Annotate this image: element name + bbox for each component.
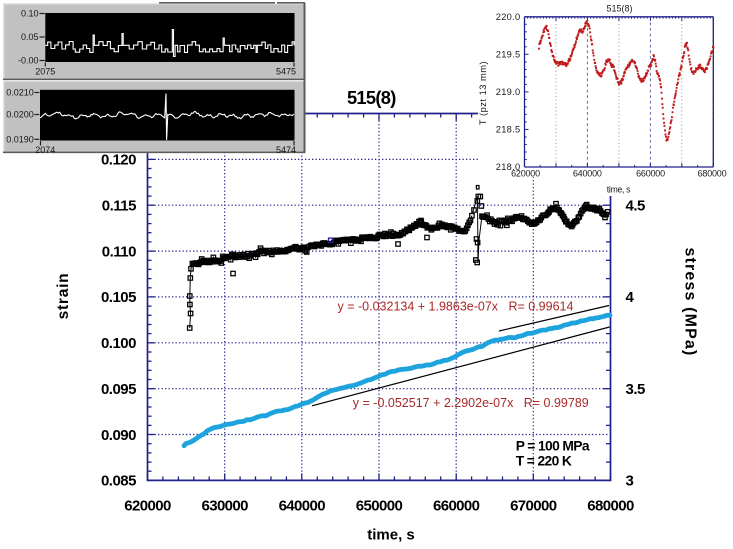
svg-text:0.120: 0.120 <box>101 152 136 169</box>
svg-text:670000: 670000 <box>510 498 557 515</box>
svg-text:5475: 5475 <box>276 67 296 77</box>
svg-text:680000: 680000 <box>587 498 634 515</box>
svg-text:0.105: 0.105 <box>101 289 136 306</box>
svg-text:strain: strain <box>55 273 72 320</box>
svg-text:0.0190: 0.0190 <box>6 134 34 144</box>
svg-text:219.5: 219.5 <box>496 50 521 60</box>
svg-text:0.100: 0.100 <box>101 335 136 352</box>
svg-text:515(8): 515(8) <box>606 4 632 14</box>
svg-text:515(8): 515(8) <box>347 87 396 108</box>
svg-text:218.5: 218.5 <box>496 125 521 135</box>
svg-text:0.085: 0.085 <box>101 473 136 490</box>
svg-text:620000: 620000 <box>124 498 171 515</box>
svg-text:620000: 620000 <box>511 169 540 179</box>
svg-text:640000: 640000 <box>279 498 326 515</box>
svg-text:stress (MPa): stress (MPa) <box>682 248 699 357</box>
svg-text:0.095: 0.095 <box>101 381 136 398</box>
svg-text:time, s: time, s <box>367 527 415 544</box>
svg-text:0.10: 0.10 <box>21 9 39 19</box>
svg-text:680000: 680000 <box>698 169 727 179</box>
svg-text:219.0: 219.0 <box>496 87 521 97</box>
svg-text:640000: 640000 <box>573 169 602 179</box>
svg-text:P = 100 MPa: P = 100 MPa <box>516 438 590 453</box>
svg-text:5474: 5474 <box>276 145 296 155</box>
svg-text:T (pzt 13 mm): T (pzt 13 mm) <box>478 61 488 125</box>
svg-text:3.5: 3.5 <box>626 381 646 398</box>
svg-text:630000: 630000 <box>201 498 248 515</box>
svg-text:0.0200: 0.0200 <box>6 110 34 120</box>
svg-text:650000: 650000 <box>356 498 403 515</box>
svg-text:220.0: 220.0 <box>496 12 521 22</box>
svg-text:2075: 2075 <box>35 67 55 77</box>
svg-text:y = -0.052517 + 2.2902e-07x: y = -0.052517 + 2.2902e-07x R= 0.99789 <box>353 396 589 410</box>
svg-text:0.115: 0.115 <box>102 198 136 215</box>
svg-text:4: 4 <box>626 289 635 306</box>
svg-text:y = -0.032134 + 1.9863e-07x: y = -0.032134 + 1.9863e-07x R= 0.99614 <box>338 300 574 314</box>
svg-text:660000: 660000 <box>636 169 665 179</box>
svg-text:3: 3 <box>626 473 634 490</box>
svg-text:T = 220 K: T = 220 K <box>516 453 572 468</box>
svg-text:660000: 660000 <box>433 498 480 515</box>
svg-text:0.090: 0.090 <box>101 427 136 444</box>
svg-text:0.110: 0.110 <box>102 243 136 260</box>
svg-text:2074: 2074 <box>35 145 55 155</box>
svg-text:0.05: 0.05 <box>21 32 39 42</box>
svg-text:0.0210: 0.0210 <box>6 88 34 98</box>
svg-text:time, s: time, s <box>607 185 631 195</box>
svg-text:218.0: 218.0 <box>496 162 521 172</box>
svg-text:-0.00: -0.00 <box>18 56 39 66</box>
svg-text:4.5: 4.5 <box>626 198 646 215</box>
